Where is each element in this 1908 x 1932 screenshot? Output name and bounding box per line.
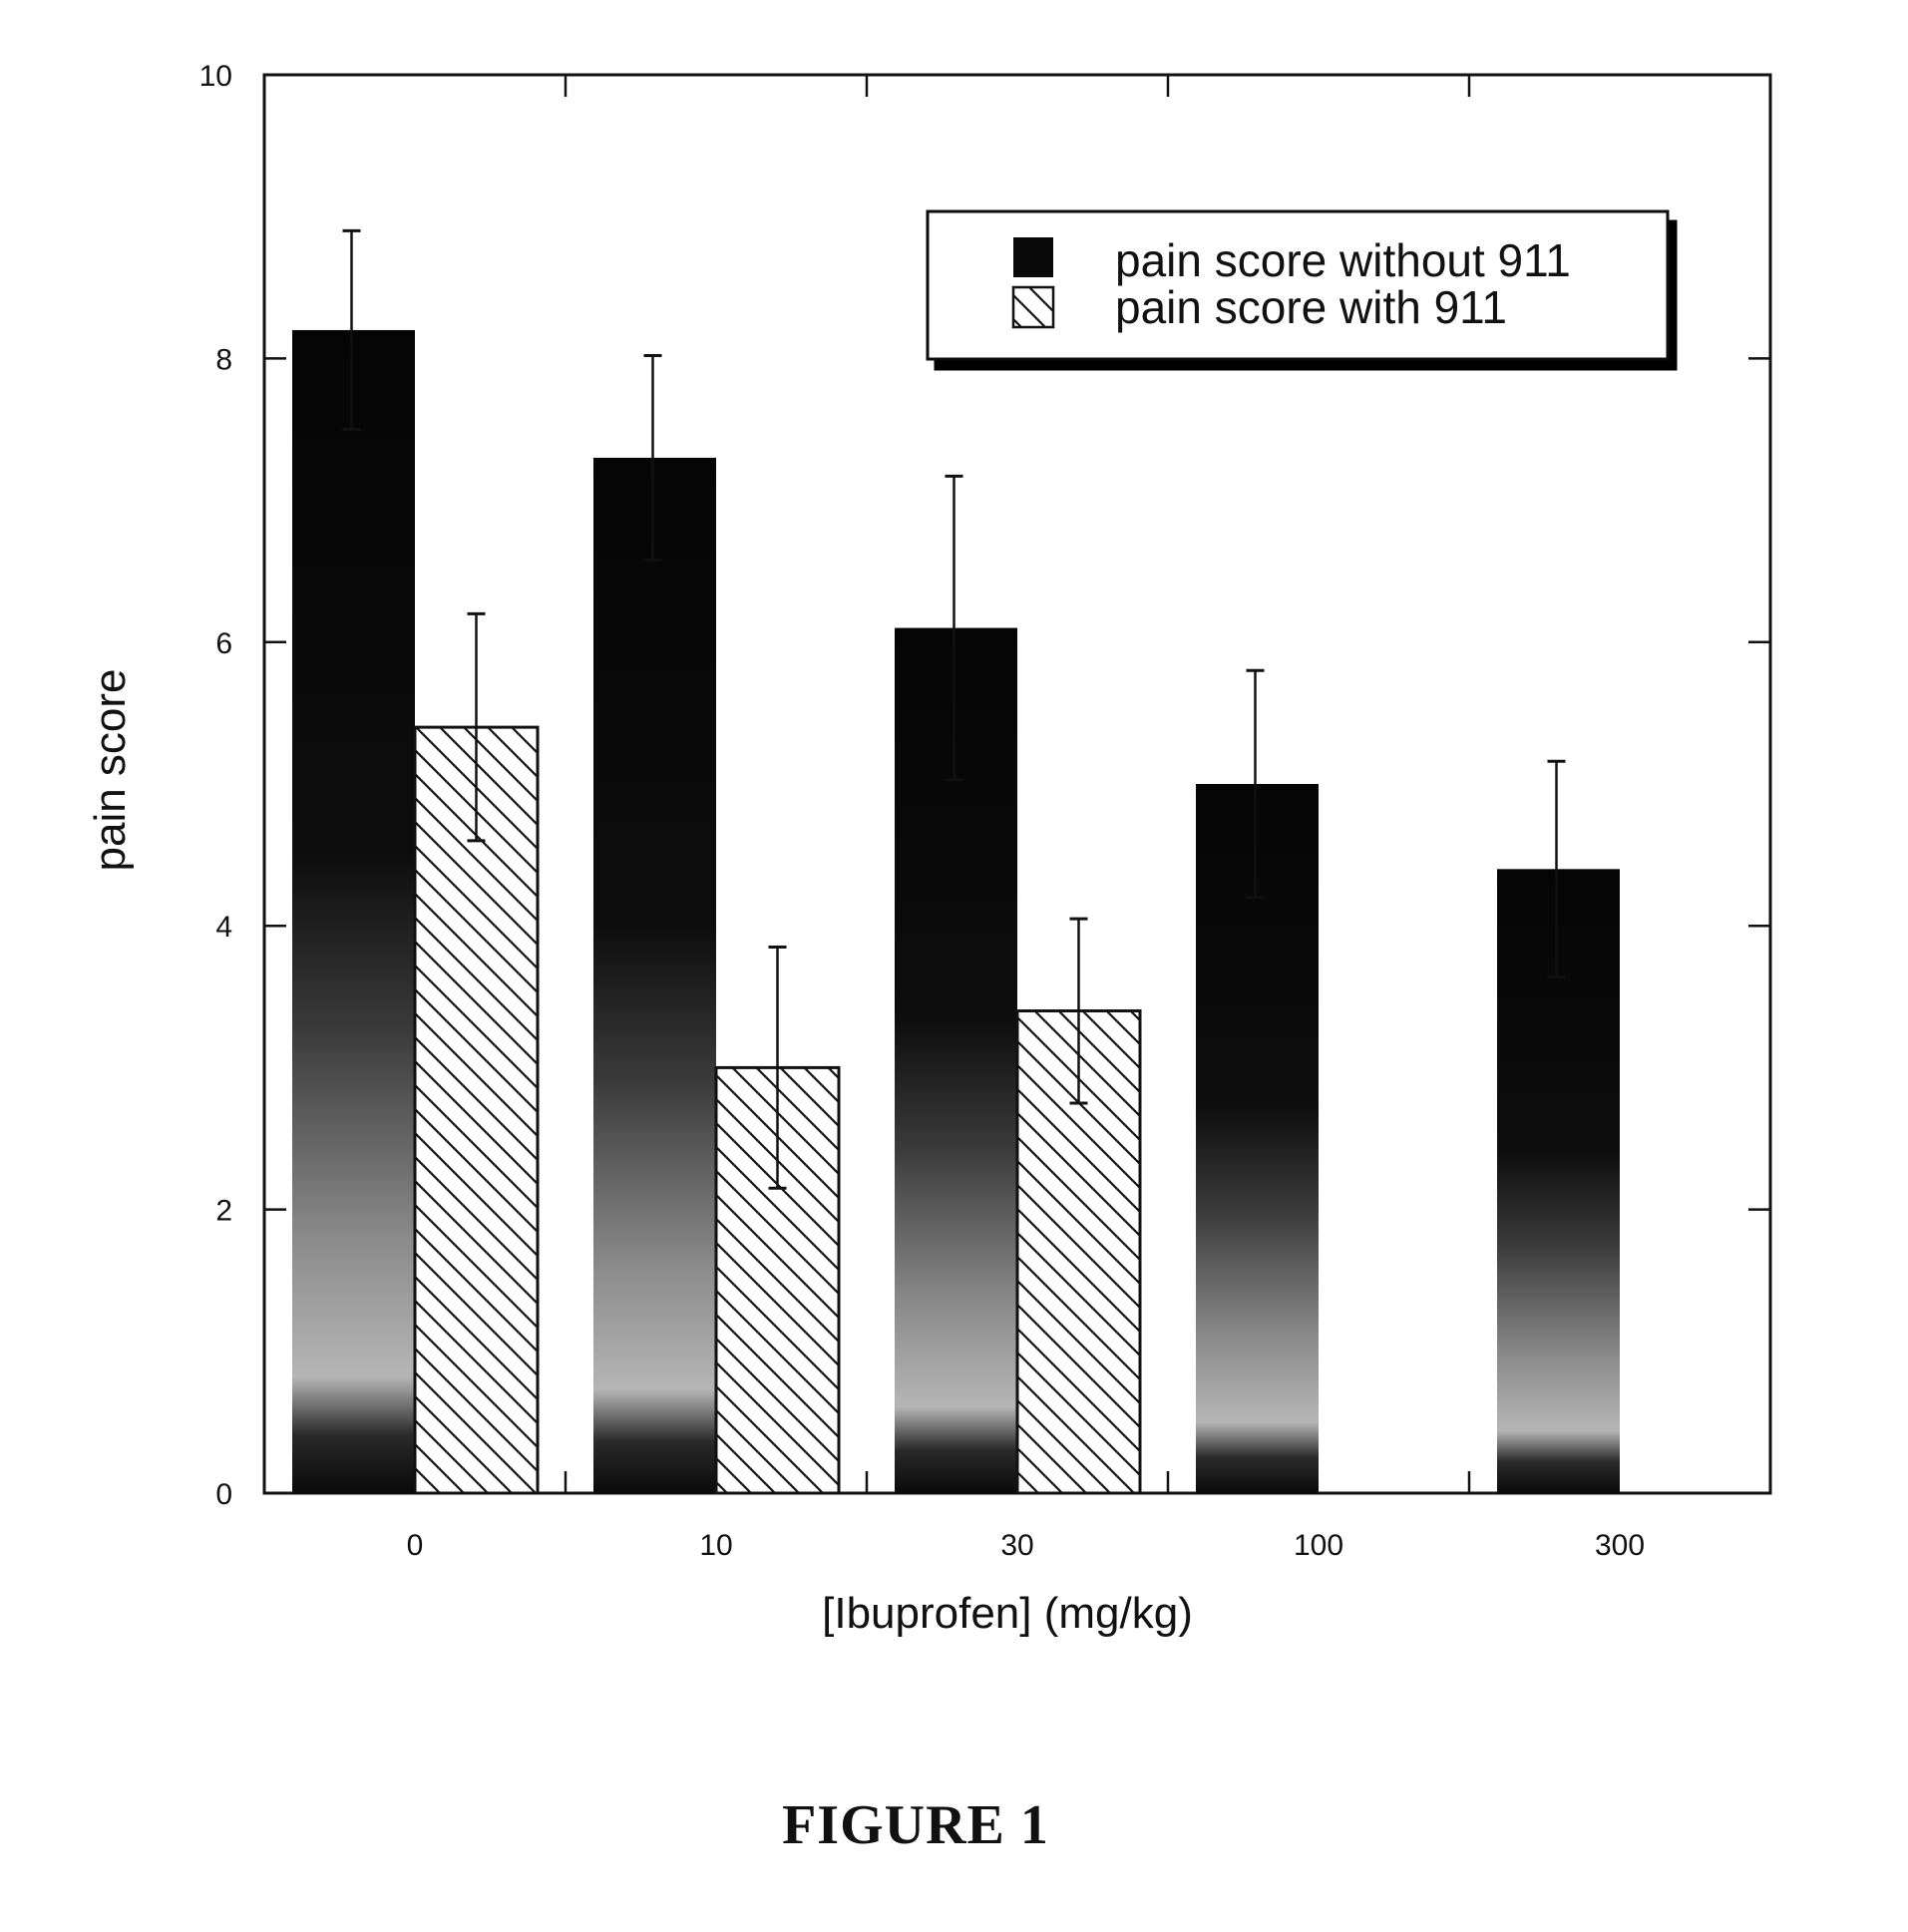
- bar-without-911: [292, 330, 415, 1493]
- legend-label-without-911: pain score without 911: [1115, 234, 1571, 286]
- bar-without-911: [593, 458, 716, 1493]
- x-tick-label: 30: [1000, 1529, 1033, 1562]
- bar-without-911: [1497, 869, 1620, 1493]
- legend-swatch-with-911: [1013, 287, 1053, 327]
- bar-without-911: [1196, 784, 1319, 1493]
- figure-caption: FIGURE 1: [782, 1794, 1049, 1856]
- legend-label-with-911: pain score with 911: [1115, 281, 1507, 333]
- y-tick-label: 10: [199, 60, 232, 93]
- y-tick-label: 6: [215, 627, 232, 660]
- x-tick-label: 100: [1294, 1529, 1343, 1562]
- x-tick-label: 10: [699, 1529, 732, 1562]
- legend: pain score without 911 pain score with 9…: [928, 211, 1668, 359]
- x-axis-title: [Ibuprofen] (mg/kg): [822, 1589, 1193, 1638]
- y-tick-label: 0: [215, 1478, 232, 1511]
- y-tick-label: 4: [215, 911, 232, 944]
- legend-swatch-without-911: [1013, 237, 1053, 277]
- bar-without-911: [895, 628, 1017, 1493]
- y-tick-label: 2: [215, 1195, 232, 1228]
- y-tick-label: 8: [215, 343, 232, 376]
- y-axis-title: pain score: [86, 668, 135, 871]
- x-tick-label: 0: [407, 1529, 424, 1562]
- bars-group: [292, 330, 1620, 1493]
- x-tick-label: 300: [1595, 1529, 1645, 1562]
